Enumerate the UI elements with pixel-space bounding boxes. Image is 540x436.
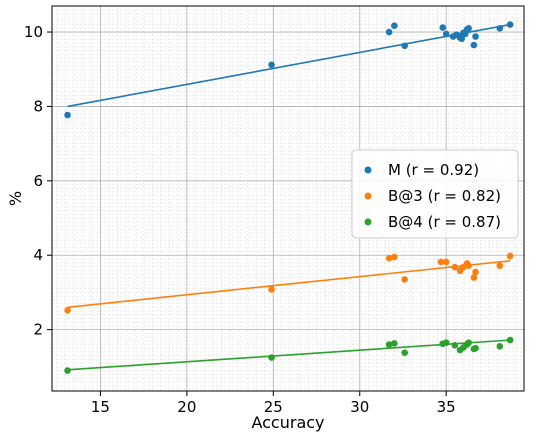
plot-frame	[51, 5, 525, 392]
y-tick-label: 8	[33, 97, 43, 115]
data-point	[268, 286, 275, 293]
data-point	[442, 339, 450, 346]
data-point	[268, 61, 275, 69]
data-point	[401, 276, 409, 283]
data-point	[470, 41, 478, 49]
fit-line	[67, 260, 511, 309]
legend-marker	[364, 166, 372, 174]
x-tick-label: 20	[177, 398, 196, 416]
y-axis-title: %	[6, 191, 25, 206]
data-point	[496, 25, 504, 32]
data-point	[451, 341, 459, 349]
data-point	[442, 30, 450, 38]
x-axis-title: Accuracy	[251, 413, 324, 432]
data-point	[64, 111, 71, 119]
y-tick-label: 10	[24, 23, 43, 41]
x-axis-ticks: 15 20 25 30 35	[91, 391, 456, 416]
data-point	[496, 262, 504, 269]
data-point	[401, 349, 409, 356]
fit-lines	[67, 23, 511, 371]
data-points	[64, 21, 514, 374]
data-point	[506, 252, 514, 260]
data-point	[442, 258, 450, 266]
x-tick-label: 35	[437, 398, 456, 416]
data-point	[385, 254, 393, 262]
data-point	[465, 25, 472, 32]
data-point	[64, 306, 71, 314]
data-point	[465, 262, 472, 269]
legend-label: B@3 (r = 0.82)	[388, 187, 501, 205]
y-axis-ticks: 2 4 6 8 10	[24, 23, 52, 339]
data-point	[465, 339, 472, 346]
data-point	[391, 22, 398, 30]
data-point	[385, 341, 393, 348]
y-tick-label: 4	[33, 246, 43, 264]
legend-marker	[364, 218, 372, 226]
x-tick-label: 25	[264, 398, 283, 416]
data-point	[391, 253, 398, 261]
legend-marker	[364, 192, 372, 200]
data-point	[496, 343, 504, 350]
x-tick-label: 30	[350, 398, 369, 416]
data-point	[458, 35, 466, 43]
data-point	[451, 263, 459, 271]
data-point	[506, 21, 514, 28]
fit-line	[67, 339, 511, 371]
data-point	[268, 354, 275, 361]
data-point	[385, 28, 393, 36]
data-point	[439, 24, 447, 31]
data-point	[472, 268, 479, 276]
data-point	[437, 258, 445, 266]
data-point	[401, 42, 409, 50]
y-tick-label: 2	[33, 321, 43, 339]
legend-label: B@4 (r = 0.87)	[388, 213, 501, 231]
fit-line	[67, 23, 511, 108]
data-point	[470, 274, 478, 281]
legend-box	[351, 149, 519, 239]
data-point	[472, 33, 479, 40]
x-tick-label: 15	[91, 398, 110, 416]
data-point	[64, 367, 71, 374]
data-point	[506, 336, 514, 344]
legend-label: M (r = 0.92)	[388, 161, 479, 179]
y-tick-label: 6	[33, 172, 43, 190]
data-point	[391, 340, 398, 347]
legend: M (r = 0.92) B@3 (r = 0.82) B@4 (r = 0.87)	[351, 149, 519, 239]
data-point	[472, 344, 479, 352]
